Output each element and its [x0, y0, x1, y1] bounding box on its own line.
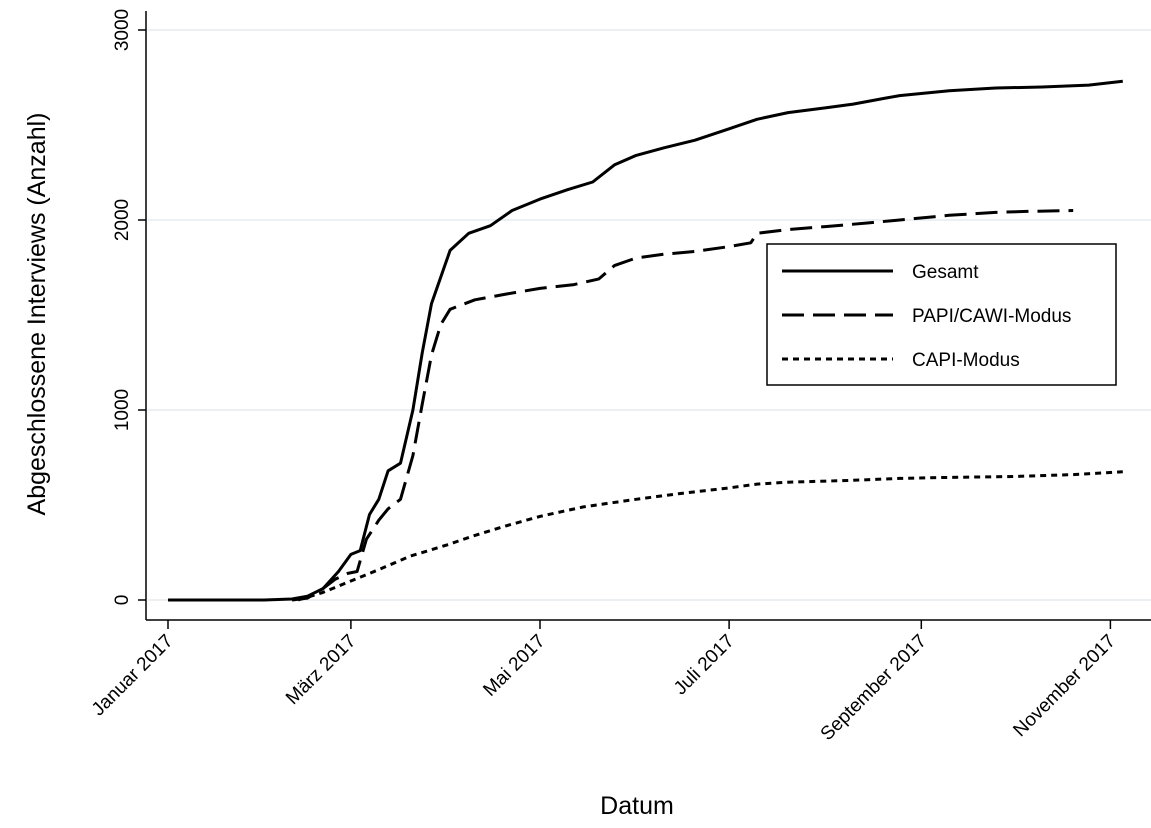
y-tick-label: 1000: [112, 389, 133, 431]
x-tick-label: Mai 2017: [479, 631, 549, 701]
series-lines: [168, 79, 1123, 602]
series-line-1: [168, 79, 1123, 602]
legend-label: Gesamt: [912, 262, 979, 283]
x-tick-label: September 2017: [817, 631, 931, 745]
x-tick-label: Januar 2017: [88, 631, 178, 721]
gridlines: [148, 29, 1151, 601]
x-tick-label: März 2017: [282, 631, 360, 709]
axes: [138, 11, 1151, 629]
x-tick-label: November 2017: [1009, 631, 1119, 741]
y-axis-title: Abgeschlossene Interviews (Anzahl): [23, 113, 51, 516]
legend-label: CAPI-Modus: [912, 350, 1020, 371]
x-axis-title: Datum: [600, 792, 674, 820]
series-line-3: [297, 470, 1123, 602]
y-tick-label: 0: [112, 595, 133, 606]
x-tick-label: Juli 2017: [670, 631, 739, 700]
y-tick-label: 3000: [112, 9, 133, 51]
series-line-2: [291, 209, 1074, 602]
y-tick-label: 2000: [112, 199, 133, 241]
legend-label: PAPI/CAWI-Modus: [912, 306, 1071, 327]
legend: Gesamt PAPI/CAWI-Modus CAPI-Modus: [766, 243, 1117, 386]
